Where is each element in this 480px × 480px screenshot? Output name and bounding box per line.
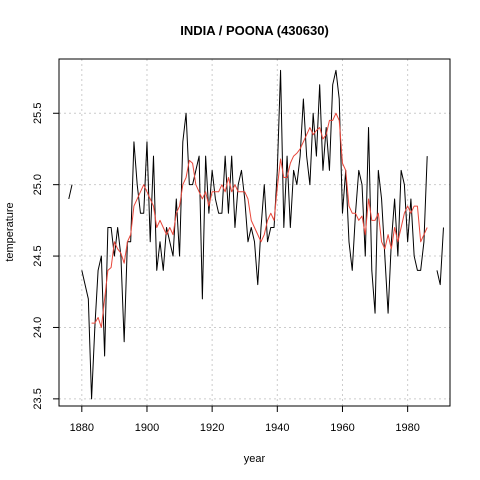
grid (59, 59, 450, 406)
x-tick-label: 1880 (70, 422, 94, 434)
y-tick-label: 24.0 (32, 317, 44, 338)
y-tick-label: 24.5 (32, 245, 44, 266)
series-line-raw (68, 69, 444, 400)
x-tick-label: 1960 (330, 422, 354, 434)
series-line-smoothed (91, 112, 428, 328)
x-tick-label: 1980 (395, 422, 419, 434)
chart-title: INDIA / POONA (430630) (180, 23, 329, 38)
x-tick-label: 1920 (200, 422, 224, 434)
y-tick-label: 25.5 (32, 103, 44, 124)
y-tick-label: 23.5 (32, 388, 44, 409)
y-axis-label: temperature (4, 202, 16, 261)
x-tick-label: 1900 (135, 422, 159, 434)
series-group (68, 69, 444, 400)
plot-frame (58, 58, 451, 407)
y-tick-label: 25.0 (32, 174, 44, 195)
x-axis-label: year (244, 453, 266, 465)
axis-ticks: 1880 1900 1920 1940 1960 1980 23.5 24.0 24.5 25.0… (32, 103, 420, 434)
x-tick-label: 1940 (265, 422, 289, 434)
